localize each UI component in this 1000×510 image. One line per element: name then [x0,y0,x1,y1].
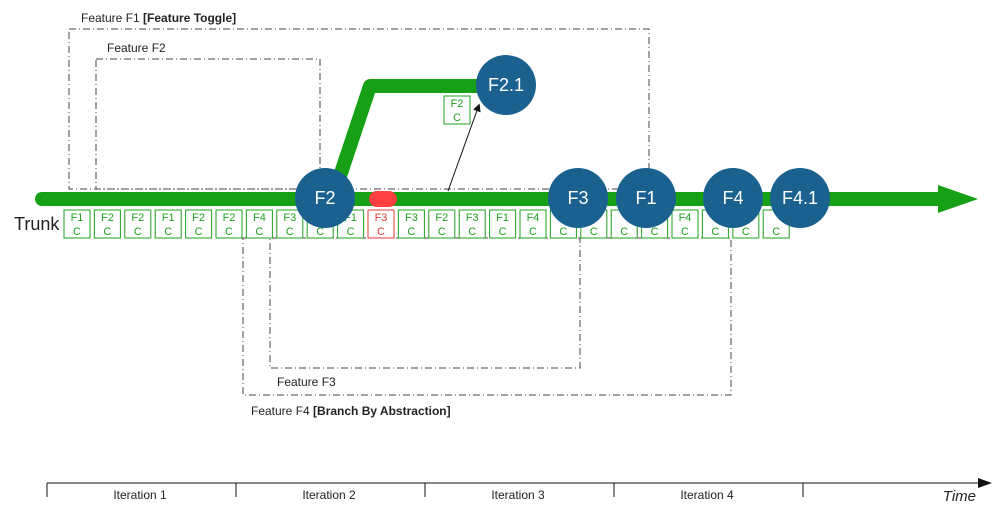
broken-build-marker [369,191,397,207]
commit-box: F2 C [124,209,152,239]
iteration-1-label: Iteration 1 [113,488,167,502]
commit-type-label: C [316,226,324,238]
svg-text:F3: F3 [567,188,588,208]
commit-feature-label: F1 [71,212,84,224]
commit-feature-label: F3 [405,212,418,224]
commit-feature-label: F3 [375,212,388,224]
commit-feature-label: F2 [131,212,144,224]
node-f3: F3 [548,168,608,228]
iteration-3-label: Iteration 3 [491,488,545,502]
commit-type-label: C [651,226,659,238]
commit-type-label: C [529,226,537,238]
commit-type-label: C [711,226,719,238]
commit-type-label: C [590,226,598,238]
commit-box: F2 C [428,209,456,239]
commit-feature-label: F2 [192,212,205,224]
feature-f1-box [68,28,650,190]
commit-box: F3 C [276,209,304,239]
commit-type-label: C [377,226,385,238]
commit-type-label: C [438,226,446,238]
timeline-arrow-head [978,478,992,488]
commit-box: F2 C [215,209,243,239]
commit-type-label: C [73,226,81,238]
commit-feature-label: F1 [496,212,509,224]
svg-text:F4: F4 [722,188,743,208]
trunk-arrow-head [938,185,978,213]
node-f4-1: F4.1 [770,168,830,228]
commit-box: F4 C [671,209,699,239]
commit-row: F1 C F2 C F2 C F1 C F2 C F2 C F4 C F3 C C F1 C F3 C F3 C F2 C F3 C… [63,209,790,239]
feature-f4-label: Feature F4 [Branch By Abstraction] [251,404,451,418]
feature-f2-label: Feature F2 [107,41,166,55]
time-label: Time [943,488,976,505]
branch-commit-box: F2 C [443,95,471,125]
branch-line [331,79,507,189]
commit-type-label: C [468,226,476,238]
commit-type-label: C [164,226,172,238]
node-f4: F4 [703,168,763,228]
node-f2: F2 [295,168,355,228]
commit-type-label: C [134,226,142,238]
svg-text:F1: F1 [635,188,656,208]
commit-box: F4 C [245,209,273,239]
iteration-2-label: Iteration 2 [302,488,356,502]
commit-type-label: C [195,226,203,238]
feature-f3-label: Feature F3 [277,375,336,389]
commit-feature-label: F2 [223,212,236,224]
feature-f3-box [269,237,581,369]
commit-box-broken: F3 C [367,209,395,239]
commit-type-label: C [559,226,567,238]
commit-feature-label: F4 [679,212,692,224]
svg-text:F2.1: F2.1 [488,75,524,95]
commit-feature-label: F3 [283,212,296,224]
commit-feature-label: F3 [466,212,479,224]
feature-f1-label: Feature F1 [Feature Toggle] [81,11,236,25]
commit-feature-label: F1 [162,212,175,224]
commit-box: F2 C [93,209,121,239]
feature-f4-box [242,237,732,396]
commit-type-label: C [742,226,750,238]
commit-feature-label: F2 [101,212,114,224]
commit-box: F4 C [519,209,547,239]
commit-type-label: C [225,226,233,238]
commit-type-label: C [499,226,507,238]
commit-box: F1 C [154,209,182,239]
commit-type-label: C [347,226,355,238]
merge-arrow [447,103,481,192]
commit-feature-label: F4 [527,212,540,224]
trunk-label: Trunk [14,214,60,234]
node-f2-1: F2.1 [476,55,536,115]
commit-box: F1 C [63,209,91,239]
commit-type-label: C [681,226,689,238]
commit-type-label: C [407,226,415,238]
svg-text:F2: F2 [451,98,464,110]
commit-feature-label: F2 [435,212,448,224]
commit-box: F2 C [185,209,213,239]
node-f1: F1 [616,168,676,228]
commit-type-label: C [103,226,111,238]
svg-text:C: C [453,112,461,124]
commit-type-label: C [772,226,780,238]
commit-type-label: C [620,226,628,238]
commit-type-label: C [286,226,294,238]
commit-box: F3 C [458,209,486,239]
feature-f2-box [95,58,321,190]
iteration-4-label: Iteration 4 [680,488,734,502]
svg-text:F4.1: F4.1 [782,188,818,208]
commit-box: F3 C [397,209,425,239]
commit-box: F1 C [489,209,517,239]
commit-feature-label: F4 [253,212,266,224]
svg-text:F2: F2 [314,188,335,208]
commit-type-label: C [255,226,263,238]
